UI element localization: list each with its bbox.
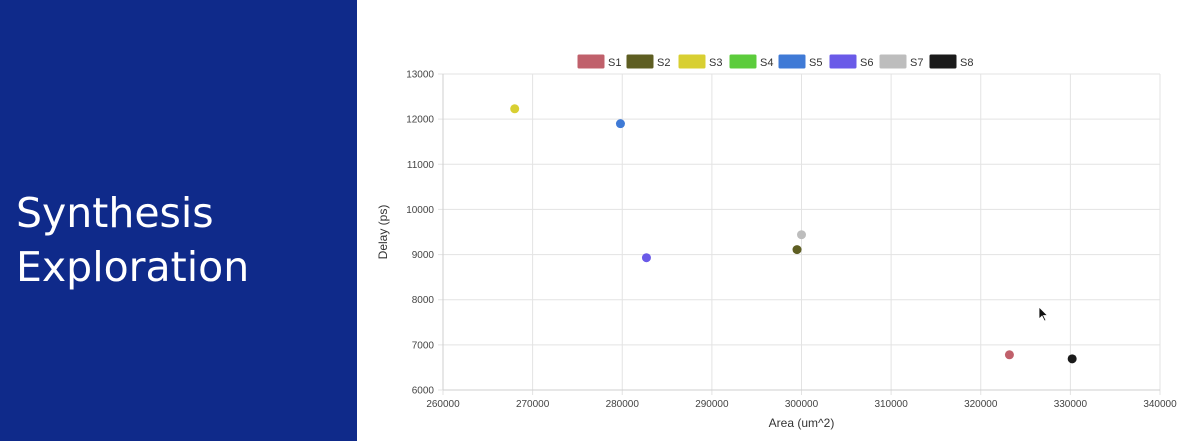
legend-label-s8: S8 <box>960 57 973 69</box>
x-tick-label: 270000 <box>516 399 550 410</box>
legend-swatch-s3 <box>678 54 706 69</box>
legend-label-s1: S1 <box>608 57 621 69</box>
legend-swatch-s1 <box>577 54 605 69</box>
data-point-s5 <box>615 119 625 129</box>
y-tick-label: 11000 <box>407 160 435 171</box>
y-axis-title: Delay (ps) <box>376 205 390 260</box>
x-axis-title: Area (um^2) <box>769 416 835 430</box>
data-point-s2 <box>792 245 802 255</box>
chart-panel: 260000 270000 280000 290000 300000 310000 3200… <box>357 0 1188 441</box>
x-tick-label: 340000 <box>1143 399 1177 410</box>
slide-title: Synthesis Exploration <box>16 186 249 294</box>
x-tick-label: 290000 <box>695 399 729 410</box>
y-tick-label: 13000 <box>406 70 434 81</box>
x-tick-label: 320000 <box>964 399 998 410</box>
x-tick-label: 260000 <box>426 399 460 410</box>
title-panel: Synthesis Exploration <box>0 0 357 441</box>
legend-label-s7: S7 <box>910 57 923 69</box>
slide-title-line-1: Synthesis <box>16 189 214 237</box>
legend-label-s3: S3 <box>709 57 722 69</box>
legend-swatch-s5 <box>778 54 806 69</box>
legend-label-s5: S5 <box>809 57 822 69</box>
x-tick-label: 300000 <box>785 399 819 410</box>
y-tick-label: 6000 <box>412 386 435 397</box>
data-point-s7 <box>797 230 806 240</box>
y-tick-label: 9000 <box>412 250 435 261</box>
y-tick-label: 12000 <box>406 115 434 126</box>
y-tick-label: 10000 <box>406 205 434 216</box>
legend-label-s4: S4 <box>760 57 773 69</box>
y-tick-label: 7000 <box>412 340 435 351</box>
legend-label-s6: S6 <box>860 57 873 69</box>
mouse-cursor-icon <box>1038 306 1048 322</box>
x-tick-label: 280000 <box>606 399 640 410</box>
scatter-chart: 260000 270000 280000 290000 300000 310000 3200… <box>376 54 1177 430</box>
data-point-s8 <box>1067 354 1077 364</box>
x-tick-label: 330000 <box>1054 399 1088 410</box>
y-tick-label: 8000 <box>412 295 435 306</box>
legend-swatch-s8 <box>929 54 957 69</box>
legend-swatch-s7 <box>879 54 907 69</box>
legend-swatch-s2 <box>626 54 654 69</box>
data-point-s3 <box>510 104 520 114</box>
legend-swatch-s4 <box>729 54 757 69</box>
data-point-s6 <box>641 253 651 263</box>
legend-swatch-s6 <box>829 54 857 69</box>
data-point-s1 <box>1004 350 1014 360</box>
legend-label-s2: S2 <box>657 57 670 69</box>
slide-title-line-2: Exploration <box>16 243 250 291</box>
x-tick-label: 310000 <box>874 399 908 410</box>
